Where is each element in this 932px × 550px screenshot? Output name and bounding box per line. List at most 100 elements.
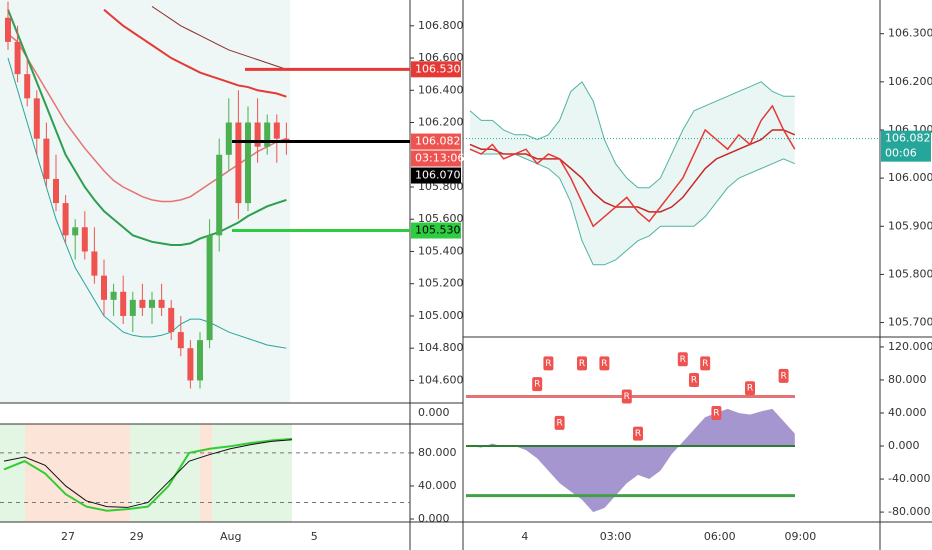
candle-body [24, 74, 31, 99]
candle-body [33, 98, 40, 139]
price-label-box [881, 130, 931, 147]
price-label: 106.070 [415, 169, 461, 182]
countdown-box [411, 150, 461, 167]
candle-body [235, 122, 242, 204]
osc-band [0, 424, 25, 522]
candle-body [245, 122, 251, 204]
signal-marker [532, 377, 543, 392]
signal-marker [599, 356, 610, 371]
signal-label: R [713, 408, 719, 418]
candle-body [187, 348, 194, 381]
x-tick-label: Aug [220, 530, 241, 543]
y-tick-label: 105.400 [418, 244, 464, 257]
signal-marker [554, 415, 565, 430]
x-tick-label: 06:00 [704, 530, 736, 543]
signal-marker [633, 426, 643, 441]
candle-body [216, 154, 223, 236]
price-label-box [411, 133, 461, 150]
candle-body [225, 122, 232, 155]
price-label-box [411, 222, 461, 239]
signal-marker [621, 389, 632, 404]
osc-band [200, 424, 212, 522]
signal-marker [700, 356, 711, 371]
signal-marker [677, 352, 688, 367]
price-label: 106.530 [415, 62, 461, 75]
candle-body [197, 340, 203, 381]
candle-body [62, 203, 69, 236]
x-tick-label: 03:00 [600, 530, 632, 543]
candle-body [139, 299, 146, 308]
band-lower [469, 148, 795, 266]
y-tick-label: 106.200 [888, 75, 932, 88]
candle-body [254, 122, 261, 147]
candle-body [149, 299, 155, 308]
x-tick-label: 27 [61, 530, 75, 543]
y-tick-label: 120.000 [888, 340, 932, 353]
session-background [0, 0, 290, 403]
signal-label: R [680, 355, 686, 365]
y-tick-label: 80.000 [888, 373, 927, 386]
signal-label: R [780, 371, 786, 381]
price-label: 106.082 [885, 132, 931, 145]
y-tick-label: 106.200 [418, 116, 464, 129]
moving-average [7, 57, 287, 349]
y-tick-label: 0.000 [418, 512, 450, 525]
y-tick-label: 0.000 [888, 439, 920, 452]
price-line [469, 129, 796, 213]
candle-body [273, 122, 280, 139]
countdown: 00:06 [885, 147, 917, 160]
signal-label: R [545, 359, 551, 369]
candle-body [91, 251, 98, 276]
x-tick-label: 5 [311, 530, 318, 543]
price-line [469, 104, 796, 228]
signal-marker [745, 381, 755, 396]
signal-label: R [747, 384, 753, 394]
signal-marker [711, 405, 722, 420]
signal-label: R [556, 418, 562, 428]
countdown-box [881, 145, 931, 162]
y-tick-label: 106.000 [888, 171, 932, 184]
signal-label: R [635, 429, 641, 439]
y-tick-label: 106.800 [418, 19, 464, 32]
signal-label: R [601, 359, 607, 369]
candle-body [43, 138, 50, 179]
y-tick-label: 105.600 [418, 212, 464, 225]
candle-body [264, 122, 271, 147]
y-tick-label: 106.400 [418, 83, 464, 96]
area [470, 408, 795, 513]
y-tick-label: -80.000 [888, 505, 930, 518]
signal-marker [577, 356, 587, 371]
y-tick-label: 106.300 [888, 27, 932, 40]
candle-body [177, 332, 184, 349]
price-label-box [411, 167, 461, 184]
band-fill [470, 81, 795, 265]
candle-body [101, 275, 107, 300]
signal-marker [778, 368, 789, 383]
candle-body [53, 178, 59, 204]
candle-body [14, 41, 21, 75]
candle-body [158, 299, 165, 308]
band-upper [469, 81, 795, 189]
signal-label: R [534, 380, 540, 390]
moving-average [7, 9, 287, 247]
y-tick-label: 104.800 [418, 341, 464, 354]
candle-body [110, 291, 117, 300]
y-tick-label: -40.000 [888, 472, 930, 485]
moving-average [103, 8, 287, 98]
y-tick-label: 40.000 [418, 479, 457, 492]
candle-body [5, 17, 11, 42]
y-tick-label: 105.700 [888, 316, 932, 329]
signal-label: R [702, 359, 708, 369]
y-tick-label: 106.600 [418, 51, 464, 64]
y-tick-label: 0.000 [418, 406, 450, 419]
y-tick-label: 105.000 [418, 309, 464, 322]
price-label: 106.082 [415, 135, 461, 148]
price-label: 105.530 [415, 224, 461, 237]
x-tick-label: 29 [130, 530, 144, 543]
osc-band [212, 424, 292, 522]
price-label-box [411, 61, 461, 78]
y-tick-label: 105.900 [888, 219, 932, 232]
countdown: 03:13:06 [415, 152, 464, 165]
y-tick-label: 40.000 [888, 406, 927, 419]
y-tick-label: 104.600 [418, 373, 464, 386]
